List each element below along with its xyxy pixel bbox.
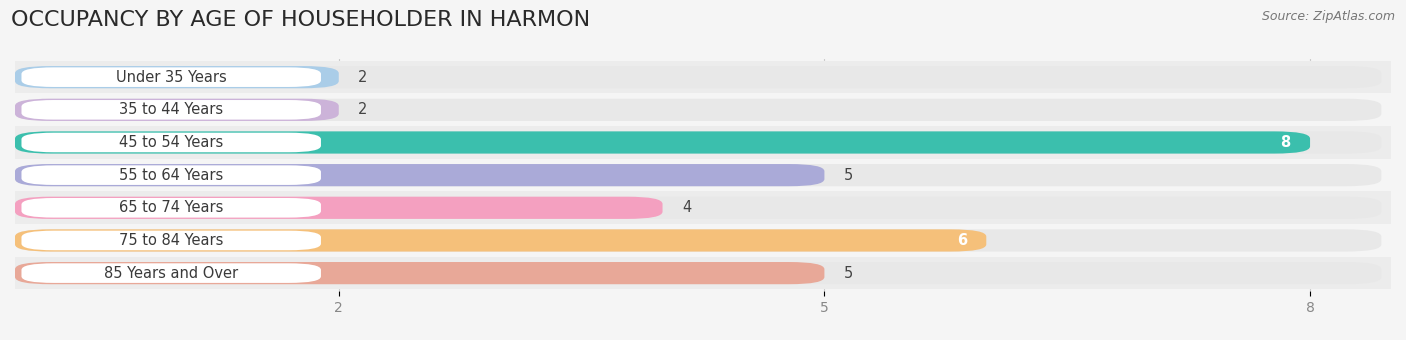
Text: 5: 5 <box>844 266 853 280</box>
FancyBboxPatch shape <box>21 100 321 120</box>
Text: 65 to 74 Years: 65 to 74 Years <box>120 200 224 215</box>
Text: 2: 2 <box>359 70 367 85</box>
Text: Source: ZipAtlas.com: Source: ZipAtlas.com <box>1261 10 1395 23</box>
Bar <box>15 191 1391 224</box>
Bar <box>15 159 1391 191</box>
FancyBboxPatch shape <box>15 230 1381 252</box>
Text: 45 to 54 Years: 45 to 54 Years <box>120 135 224 150</box>
Text: OCCUPANCY BY AGE OF HOUSEHOLDER IN HARMON: OCCUPANCY BY AGE OF HOUSEHOLDER IN HARMO… <box>11 10 591 30</box>
FancyBboxPatch shape <box>21 165 321 185</box>
FancyBboxPatch shape <box>15 131 1381 154</box>
Text: 75 to 84 Years: 75 to 84 Years <box>120 233 224 248</box>
Text: 85 Years and Over: 85 Years and Over <box>104 266 238 280</box>
Text: 35 to 44 Years: 35 to 44 Years <box>120 102 224 117</box>
FancyBboxPatch shape <box>15 197 1381 219</box>
FancyBboxPatch shape <box>21 198 321 218</box>
Bar <box>15 224 1391 257</box>
Bar <box>15 94 1391 126</box>
FancyBboxPatch shape <box>15 164 824 186</box>
Bar <box>15 61 1391 94</box>
Text: 8: 8 <box>1281 135 1291 150</box>
FancyBboxPatch shape <box>15 99 339 121</box>
Text: 55 to 64 Years: 55 to 64 Years <box>120 168 224 183</box>
FancyBboxPatch shape <box>15 197 662 219</box>
Bar <box>15 257 1391 289</box>
Text: 5: 5 <box>844 168 853 183</box>
FancyBboxPatch shape <box>21 263 321 283</box>
Text: 6: 6 <box>956 233 967 248</box>
Text: 4: 4 <box>682 200 692 215</box>
FancyBboxPatch shape <box>15 164 1381 186</box>
FancyBboxPatch shape <box>15 99 1381 121</box>
Bar <box>15 126 1391 159</box>
FancyBboxPatch shape <box>15 262 1381 284</box>
FancyBboxPatch shape <box>15 230 986 252</box>
FancyBboxPatch shape <box>15 262 824 284</box>
FancyBboxPatch shape <box>21 133 321 152</box>
FancyBboxPatch shape <box>15 66 339 88</box>
FancyBboxPatch shape <box>21 231 321 250</box>
FancyBboxPatch shape <box>21 67 321 87</box>
FancyBboxPatch shape <box>15 66 1381 88</box>
Text: 2: 2 <box>359 102 367 117</box>
Text: Under 35 Years: Under 35 Years <box>115 70 226 85</box>
FancyBboxPatch shape <box>15 131 1310 154</box>
